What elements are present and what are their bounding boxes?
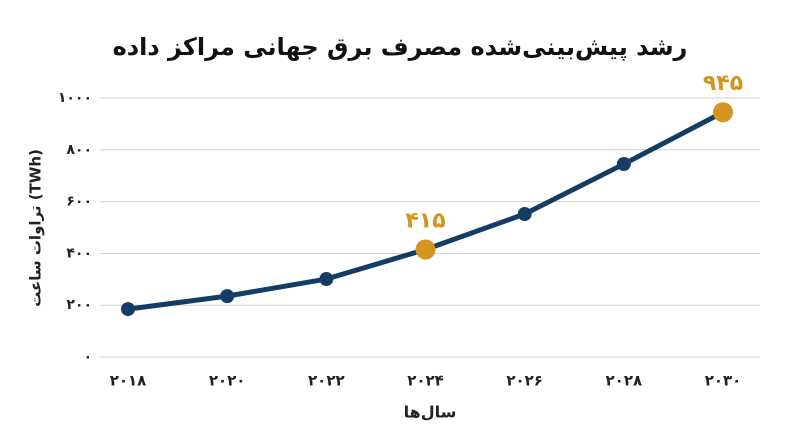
x-tick-label: ۲۰۲۲ — [308, 372, 345, 390]
data-point — [415, 239, 436, 260]
y-tick-label: ۲۰۰ — [66, 297, 92, 313]
x-tick-label: ۲۰۲۸ — [606, 372, 643, 390]
y-tick-label: ۶۰۰ — [66, 194, 92, 210]
y-tick-label: ۴۰۰ — [66, 245, 92, 261]
chart-title: رشد پیش‌بینی‌شده مصرف برق جهانی مراکز دا… — [113, 33, 688, 61]
x-axis-label: سال‌ها — [404, 403, 457, 422]
x-tick-label: ۲۰۱۸ — [110, 372, 147, 390]
data-point — [121, 302, 135, 317]
y-tick-label: ۸۰۰ — [66, 142, 92, 158]
y-axis-label: تراوات ساعت (TWh) — [27, 149, 45, 307]
x-tick-label: ۲۰۲۴ — [407, 372, 444, 390]
data-point — [319, 272, 334, 287]
data-point — [220, 289, 235, 304]
y-tick-label: ۰ — [83, 349, 92, 365]
value-label: ۴۱۵ — [405, 209, 445, 234]
data-point — [713, 102, 733, 123]
data-point — [616, 157, 631, 172]
x-tick-label: ۲۰۳۰ — [705, 372, 742, 390]
value-label: ۹۴۵ — [703, 71, 743, 96]
x-tick-label: ۲۰۲۶ — [506, 372, 543, 390]
data-point — [517, 207, 532, 222]
x-tick-label: ۲۰۲۰ — [209, 372, 246, 390]
y-tick-label: ۱۰۰۰ — [58, 90, 92, 106]
